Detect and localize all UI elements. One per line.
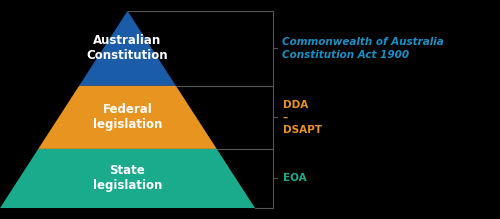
Text: State
legislation: State legislation xyxy=(93,164,162,193)
Text: Federal
legislation: Federal legislation xyxy=(93,103,162,131)
Text: Australian
Constitution: Australian Constitution xyxy=(86,34,168,62)
Polygon shape xyxy=(79,11,176,86)
Text: Commonwealth of Australia
Constitution Act 1900: Commonwealth of Australia Constitution A… xyxy=(282,37,444,60)
Text: EOA: EOA xyxy=(282,173,306,184)
Text: DDA
–
DSAPT: DDA – DSAPT xyxy=(282,100,322,135)
Polygon shape xyxy=(38,86,217,149)
Polygon shape xyxy=(0,149,255,208)
